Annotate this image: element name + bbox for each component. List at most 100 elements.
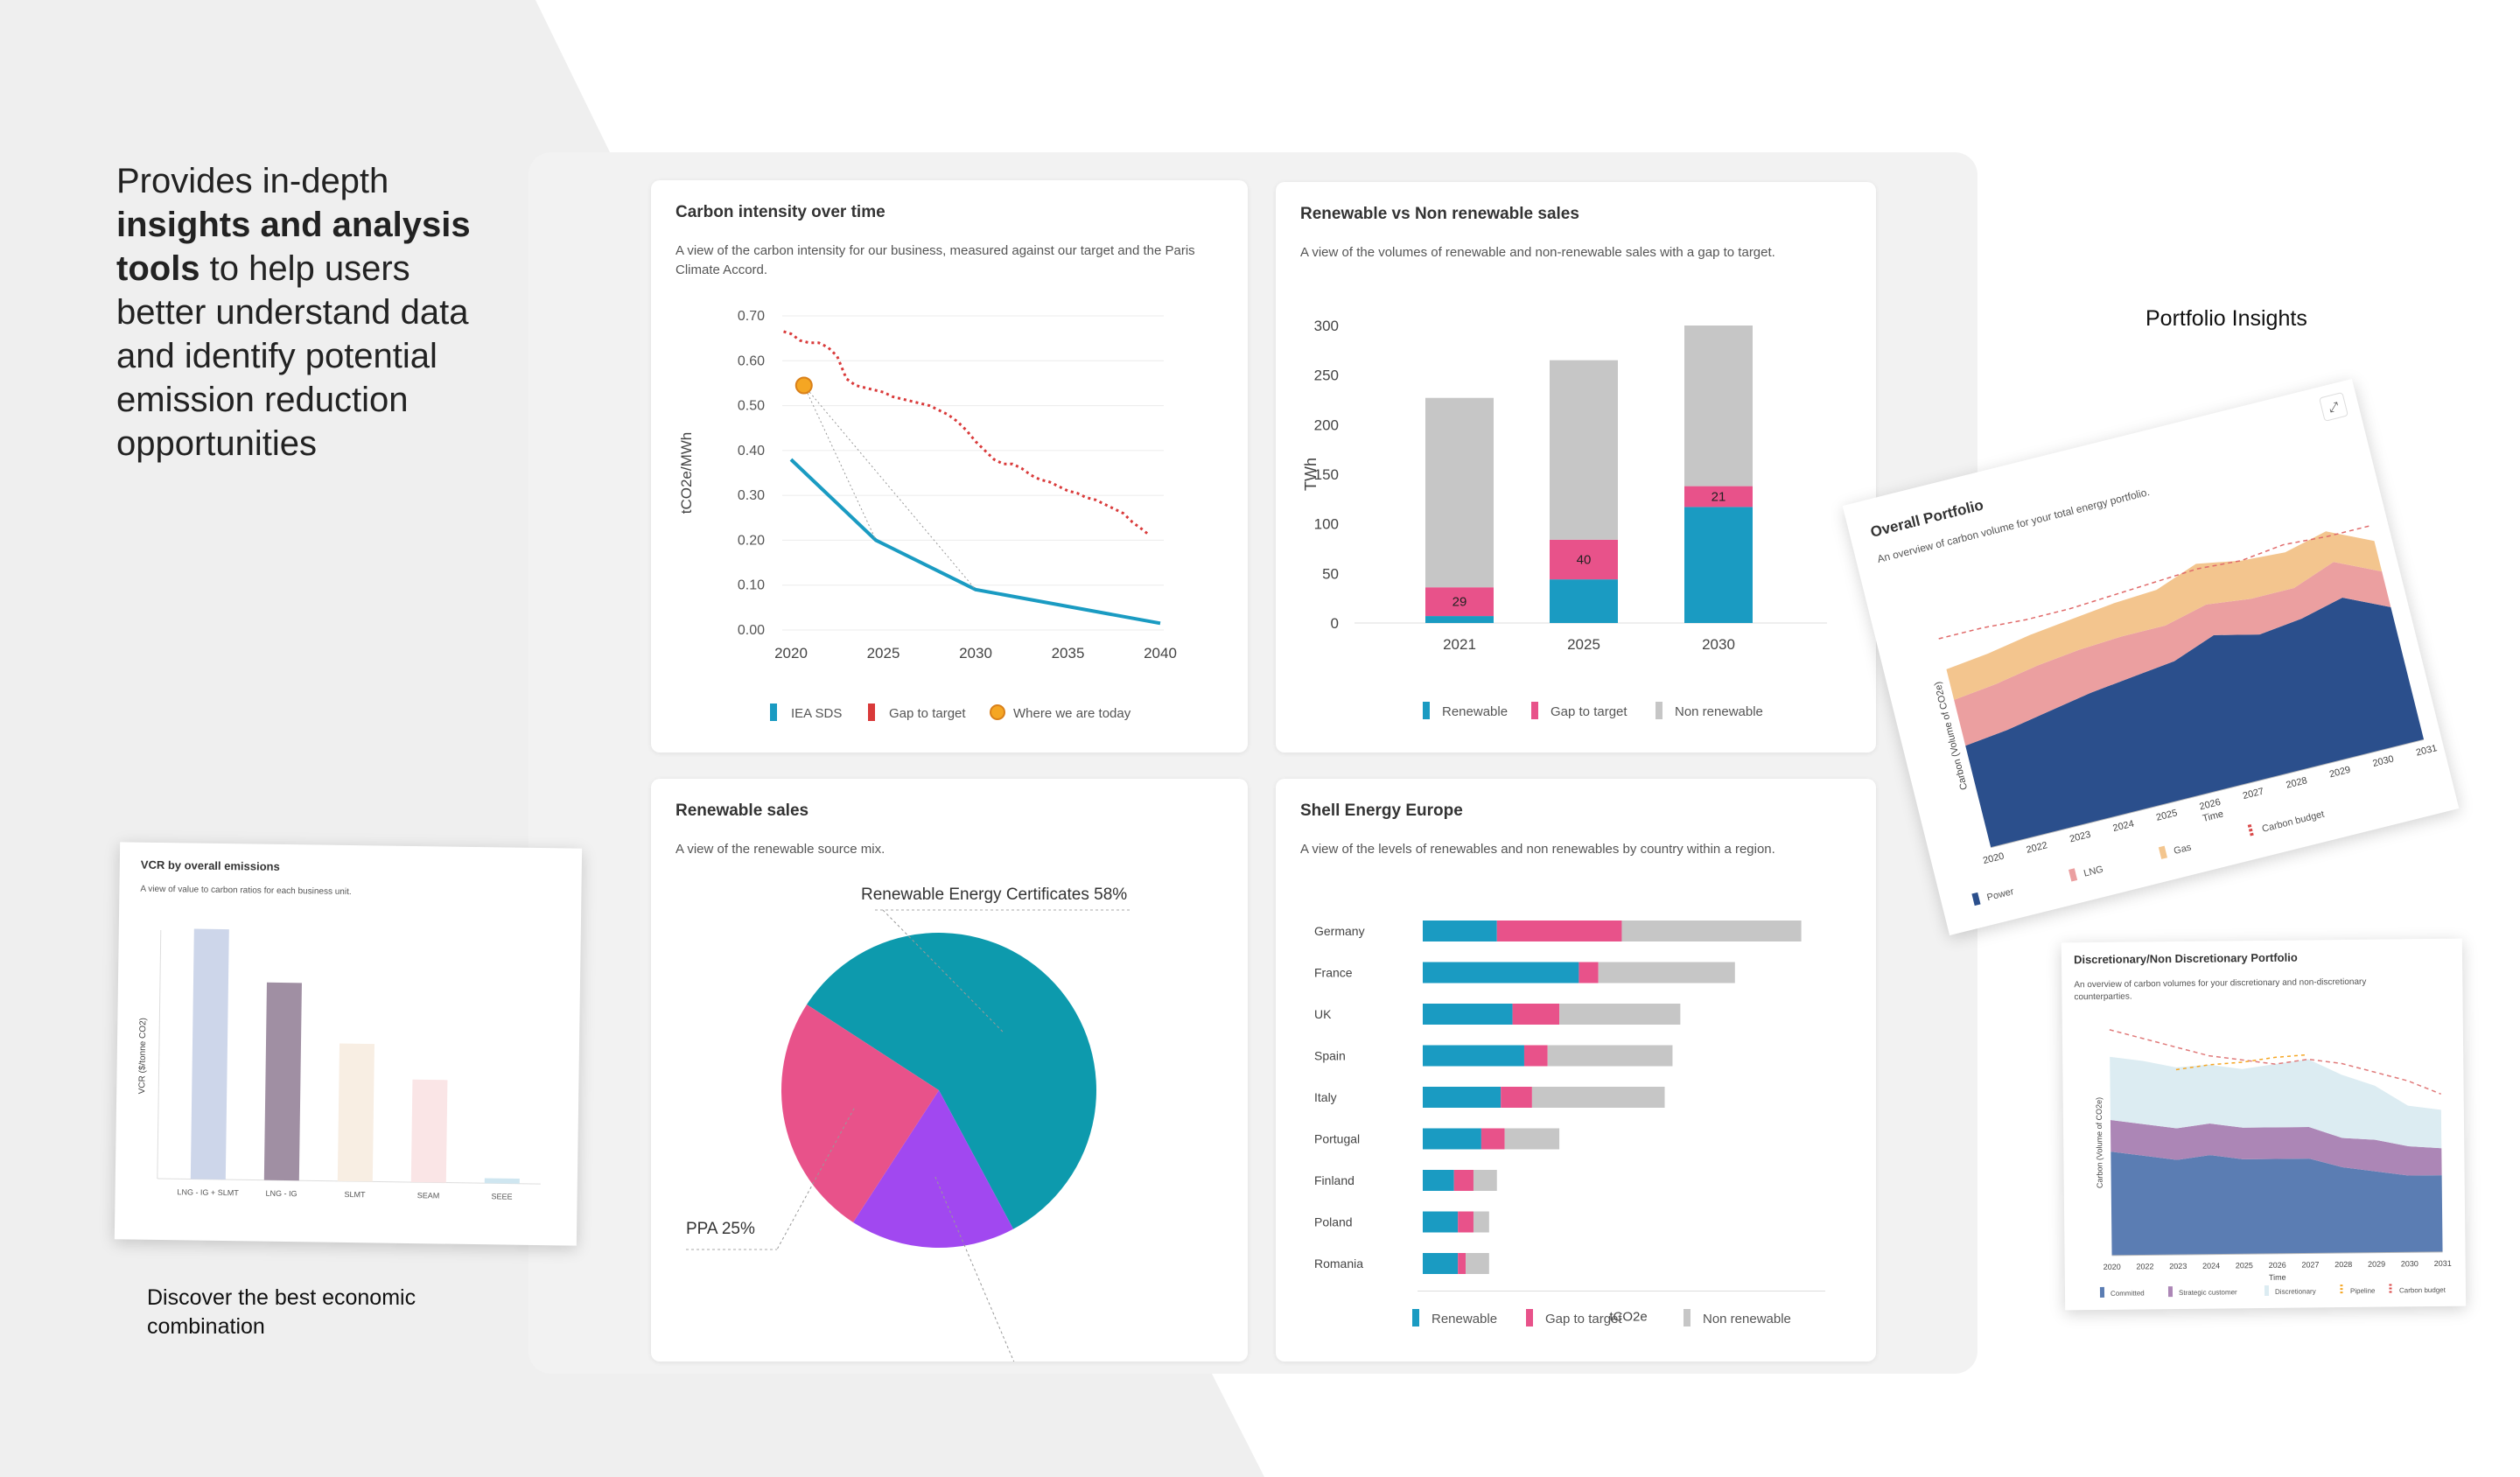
legend-label: Carbon budget (2399, 1286, 2446, 1295)
x-axis (1991, 738, 2425, 849)
legend-label: IEA SDS (791, 706, 842, 721)
legend-swatch (2167, 1286, 2174, 1298)
x-tick-label: 2026 (2198, 797, 2222, 813)
category-label: Spain (1314, 1049, 1346, 1063)
bar-non-renewable (1598, 962, 1735, 984)
area-gas (1946, 531, 2383, 700)
legend-label: Gap to target (1545, 1312, 1622, 1326)
pie-slice (852, 1090, 1014, 1248)
x-tick-label: SEEE (492, 1192, 513, 1200)
x-tick-label: 2025 (2236, 1261, 2253, 1270)
chart-title: Renewable sales (676, 802, 809, 820)
legend-swatch (1526, 1309, 1533, 1326)
legend-swatch (868, 704, 875, 721)
legend-label: Renewable (1432, 1312, 1497, 1326)
today-point (794, 376, 813, 395)
bar-renewable (1423, 1004, 1513, 1025)
bar-gap-to-target (1550, 539, 1618, 580)
chart-subtitle: A view of the carbon intensity for our b… (676, 243, 1195, 277)
legend-swatch (990, 704, 1005, 720)
x-tick-label: 2025 (2155, 808, 2179, 823)
legend-swatch (1656, 702, 1662, 719)
overall-portfolio-chart: 2020 2022 2023 2024 2025 2026 2027 2028 2029 2030… (1933, 525, 2439, 906)
legend-swatch (2099, 1286, 2105, 1298)
chart-subtitle: A view of the levels of renewables and n… (1300, 842, 1775, 857)
x-tick-label: 2029 (2368, 1260, 2385, 1269)
x-tick-label: 2020 (2104, 1263, 2121, 1271)
legend-label: Non renewable (1703, 1312, 1791, 1326)
x-tick-label: 2020 (774, 645, 808, 662)
x-tick-label: 2028 (2334, 1260, 2352, 1269)
area-committed (2110, 1152, 2443, 1256)
bar-gap-to-target (1453, 1170, 1474, 1191)
x-tick-label: 2030 (2371, 753, 2395, 769)
x-axis (157, 1178, 541, 1185)
y-axis (157, 929, 162, 1179)
y-tick-label: 0.20 (738, 533, 765, 548)
legend-label: Pipeline (2350, 1287, 2376, 1295)
bar-renewable (1684, 507, 1753, 623)
x-axis-label: Time (2202, 808, 2224, 823)
carbon-intensity-chart: 0.70 0.60 0.50 0.40 0.30 0.20 0.10 0.00 2020 2025… (678, 309, 1177, 721)
y-axis-label: TWh (1302, 458, 1320, 491)
y-tick-label: 0.00 (738, 623, 765, 638)
chart-title: Renewable vs Non renewable sales (1300, 205, 1579, 223)
legend-swatch (1412, 1309, 1419, 1326)
y-axis-label: VCR ($/tonne CO2) (137, 1018, 148, 1094)
bar-non-renewable (1531, 1087, 1665, 1108)
bar-non-renewable (1684, 326, 1753, 486)
data-label: 21 (1712, 490, 1726, 505)
legend-label: Committed (2110, 1289, 2145, 1297)
x-tick-label: 2027 (2242, 786, 2265, 802)
x-tick-label: 2024 (2112, 818, 2136, 834)
leader-line (882, 909, 1004, 1032)
y-tick-label: 0.30 (738, 488, 765, 503)
bar-gap-to-target (1512, 1004, 1560, 1025)
vcr-card: VCR by overall emissions A view of value… (114, 842, 583, 1246)
bar-non-renewable (1473, 1211, 1489, 1233)
series-line-gap-to-target (783, 330, 1149, 535)
y-tick-label: 300 (1314, 318, 1339, 334)
bar-renewable (1423, 1087, 1502, 1108)
y-tick-label: 0.60 (738, 354, 765, 368)
x-tick-label: 2025 (1567, 636, 1600, 653)
bar-non-renewable (1473, 1170, 1497, 1191)
bar (484, 1178, 520, 1184)
legend-label: Carbon budget (2261, 809, 2326, 835)
legend-label: Where we are today (1013, 706, 1131, 721)
x-axis-label: tCO2e (1609, 1310, 1647, 1325)
connector-line (803, 385, 877, 541)
carbon-budget-line (1938, 525, 2371, 640)
y-axis-label: tCO2e/MWh (678, 432, 695, 514)
bar (190, 928, 229, 1180)
x-tick-label: 2030 (959, 645, 992, 662)
legend-label: Gap to target (1550, 704, 1628, 719)
legend-swatch (2264, 1284, 2270, 1296)
y-tick-label: 0.40 (738, 444, 765, 458)
chart-subtitle: A view of the renewable source mix. (676, 842, 886, 857)
pie-slice (807, 933, 1096, 1229)
y-tick-label: 50 (1322, 565, 1339, 582)
chart-title: Carbon intensity over time (676, 203, 886, 221)
bar (337, 1043, 375, 1182)
legend-swatch (2158, 845, 2168, 859)
legend-label: Gas (2173, 842, 2193, 857)
legend-swatch (1531, 702, 1538, 719)
discretionary-card: Discretionary/Non Discretionary Portfoli… (2061, 938, 2467, 1311)
legend-label: Non renewable (1675, 704, 1763, 719)
overall-portfolio-card: Overall Portfolio An overview of carbon … (1842, 378, 2460, 936)
category-label: Germany (1314, 924, 1365, 938)
bar-non-renewable (1621, 920, 1802, 942)
renewable-sales-pie: Renewable Energy Certificates 58%Equity … (686, 886, 1132, 1362)
category-label: Portugal (1314, 1132, 1360, 1146)
bar-renewable (1423, 1128, 1481, 1150)
portfolio-insights-caption: Portfolio Insights (2146, 306, 2307, 331)
y-tick-label: 0.70 (738, 309, 765, 324)
pipeline-line (2175, 1054, 2309, 1071)
x-axis-label: Time (2269, 1273, 2286, 1282)
hero-text: Provides in-depth insights and analysis … (116, 162, 471, 463)
bar-gap-to-target (1523, 1045, 1548, 1067)
series-line-iea-sds (789, 458, 1161, 626)
bar-renewable (1423, 1045, 1524, 1067)
bar-non-renewable (1547, 1045, 1673, 1067)
